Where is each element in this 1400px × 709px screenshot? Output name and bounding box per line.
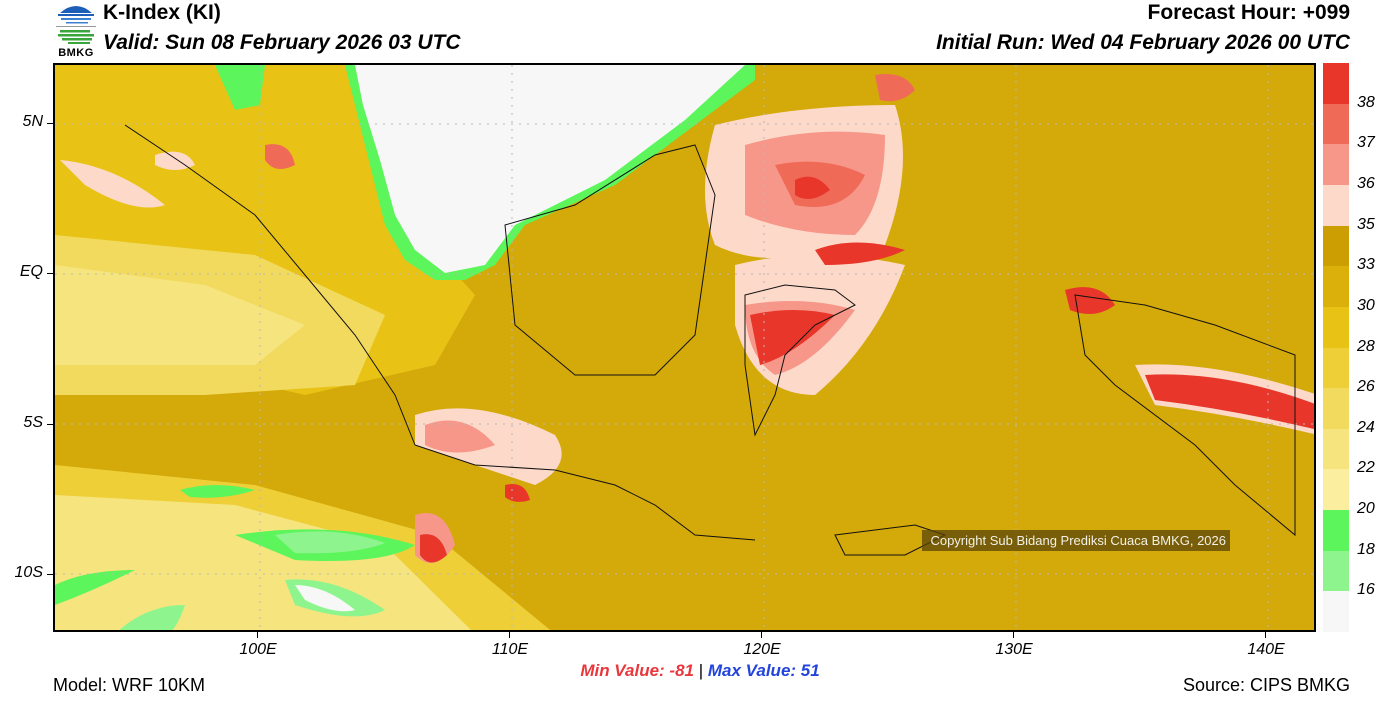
colorbar-label: 26: [1357, 378, 1375, 396]
max-value: Max Value: 51: [707, 661, 820, 680]
logo-text: BMKG: [58, 47, 94, 59]
bmkg-logo: BMKG: [52, 1, 100, 61]
lat-tick-10s: [47, 574, 53, 575]
field-deep-red-borneo: [795, 176, 830, 199]
colorbar-label: 36: [1357, 174, 1375, 192]
lat-label-10s: 10S: [14, 564, 43, 581]
colorbar-label: 35: [1357, 215, 1375, 233]
coastlines: [124, 124, 1296, 556]
field-white-scs: [355, 65, 745, 273]
field-band-south-light: [55, 495, 471, 630]
valid-time: Valid: Sun 08 February 2026 03 UTC: [103, 31, 461, 54]
lon-tick-110e: [509, 632, 510, 638]
data-source: Source: CIPS BMKG: [1182, 675, 1350, 695]
min-value: Min Value: -81: [580, 661, 694, 680]
map-field: [55, 65, 1314, 630]
colorbar-segment: [1323, 347, 1349, 389]
field-red-north-tip: [875, 74, 915, 102]
forecast-hour: Forecast Hour: +099: [1147, 1, 1351, 24]
field-pink-java: [425, 420, 495, 453]
lon-label-130e: 130E: [995, 641, 1033, 658]
colorbar-segment: [1323, 428, 1349, 470]
lat-tick-eq: [47, 273, 53, 274]
coast-sulawesi: [744, 284, 856, 437]
field-red-java: [505, 484, 530, 502]
colorbar-label: 24: [1357, 418, 1375, 436]
field-red-sw-java: [420, 534, 447, 563]
lat-label-eq: EQ: [19, 263, 43, 280]
colorbar-segment: [1323, 306, 1349, 348]
colorbar-segment: [1323, 388, 1349, 430]
field-green-north: [215, 65, 265, 110]
lat-label-5s: 5S: [23, 414, 43, 431]
field-red-sumatra-north: [265, 144, 295, 169]
colorbar-label: 30: [1357, 296, 1375, 314]
lon-label-110e: 110E: [491, 641, 529, 658]
field-green-sw-2: [119, 605, 185, 630]
lon-tick-120e: [761, 632, 762, 638]
field-band-west-eq-light: [55, 265, 305, 365]
lon-tick-100e: [257, 632, 258, 638]
lon-tick-130e: [1013, 632, 1014, 638]
colorbar-segment: [1323, 550, 1349, 592]
lon-label-120e: 120E: [743, 641, 781, 658]
lon-label-140e: 140E: [1247, 641, 1285, 658]
colorbar-label: 33: [1357, 256, 1375, 274]
initial-run: Initial Run: Wed 04 February 2026 00 UTC: [936, 31, 1350, 54]
colorbar-segment: [1323, 144, 1349, 186]
colorbar-segment: [1323, 225, 1349, 267]
colorbar-segment: [1323, 469, 1349, 511]
min-max-values: Min Value: -81 | Max Value: 51: [0, 661, 1400, 681]
colorbar-label: 28: [1357, 337, 1375, 355]
field-red-sulawesi: [750, 310, 835, 365]
lat-tick-5n: [47, 123, 53, 124]
field-green-south-4: [180, 485, 255, 498]
field-red-papua: [1145, 374, 1314, 430]
lat-tick-5s: [47, 424, 53, 425]
field-white-south: [295, 585, 355, 612]
colorbar-segment: [1323, 266, 1349, 308]
colorbar: [1323, 63, 1349, 633]
colorbar-segment: [1323, 591, 1349, 633]
colorbar-label: 20: [1357, 500, 1375, 518]
colorbar-label: 37: [1357, 134, 1375, 152]
model-name: Model: WRF 10KM: [53, 675, 206, 695]
field-salmon-nw: [60, 160, 165, 208]
colorbar-label: 22: [1357, 459, 1375, 477]
field-green-south-2: [275, 531, 385, 554]
colorbar-segment: [1323, 63, 1349, 104]
lon-tick-140e: [1265, 632, 1266, 638]
k-index-map: Copyright Sub Bidang Prediksi Cuaca BMKG…: [53, 63, 1316, 632]
colorbar-label: 38: [1357, 93, 1375, 111]
colorbar-label: 18: [1357, 540, 1375, 558]
coast-sumatra: [124, 124, 416, 446]
colorbar-segment: [1323, 184, 1349, 226]
colorbar-segment: [1323, 103, 1349, 145]
field-green-sw: [55, 570, 135, 605]
coast-borneo: [504, 144, 716, 376]
bmkg-logo-emblem-icon: [56, 6, 96, 44]
field-red-borneo-east: [815, 242, 905, 265]
lat-label-5n: 5N: [22, 113, 43, 130]
lon-label-100e: 100E: [239, 641, 277, 658]
map-title: K-Index (KI): [103, 1, 221, 24]
min-max-separator: |: [698, 661, 704, 680]
colorbar-segment: [1323, 510, 1349, 552]
coast-papua: [1074, 294, 1296, 537]
coast-java: [414, 444, 756, 541]
copyright-notice: Copyright Sub Bidang Prediksi Cuaca BMKG…: [922, 530, 1230, 551]
colorbar-label: 16: [1357, 581, 1375, 599]
